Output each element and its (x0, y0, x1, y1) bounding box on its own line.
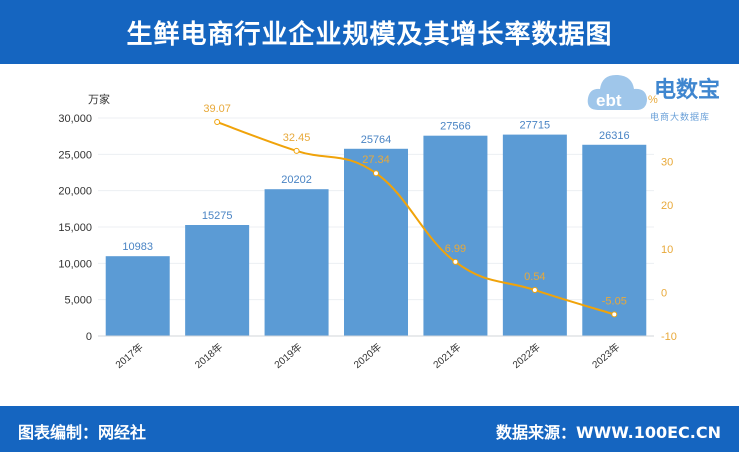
logo-mark: ebt (596, 91, 622, 110)
y-left-tick-label: 30,000 (58, 113, 92, 125)
x-tick-label: 2017年 (113, 340, 146, 371)
y-right-tick-label: 30 (661, 157, 673, 169)
bar (502, 134, 567, 336)
y-left-tick-label: 25,000 (58, 149, 92, 161)
bar-value-label: 26316 (599, 130, 630, 142)
bar-value-label: 20202 (281, 174, 312, 186)
growth-rate-point (531, 287, 538, 294)
logo: ebt 电数宝 电商大数据库 (584, 66, 734, 126)
bar (344, 148, 408, 336)
x-tick-label: 2020年 (351, 340, 384, 371)
growth-rate-label: 27.34 (362, 154, 390, 166)
y-left-tick-label: 10,000 (58, 258, 92, 270)
y-right-tick-label: 20 (661, 200, 673, 212)
x-tick-label: 2021年 (430, 340, 463, 371)
growth-rate-point (452, 258, 459, 265)
combo-chart: 0 5,000 10,000 15,000 20,000 25,000 30,000 万家 -1… (58, 92, 677, 371)
y-left-tick-label: 20,000 (58, 186, 92, 198)
header-bar: 生鲜电商行业企业规模及其增长率数据图 (0, 0, 739, 64)
logo-subtitle: 电商大数据库 (650, 113, 711, 123)
y-right-tick-label: 0 (661, 287, 667, 299)
chart-title: 生鲜电商行业企业规模及其增长率数据图 (126, 19, 613, 50)
bar-value-label: 25764 (361, 134, 392, 146)
x-tick-label: 2023年 (589, 340, 622, 371)
growth-rate-label: -5.05 (602, 295, 627, 307)
bar (582, 144, 647, 336)
bar (423, 135, 488, 336)
growth-rate-label: 39.07 (203, 103, 231, 115)
growth-rate-label: 6.99 (445, 243, 466, 255)
y-right-tick-label: 10 (661, 244, 673, 256)
cloud-logo-icon: ebt (587, 74, 647, 110)
growth-rate-label: 32.45 (283, 132, 311, 144)
bar-value-label: 10983 (122, 241, 153, 253)
logo-brand: 电数宝 (654, 78, 721, 103)
footer-source: 数据来源：WWW.100EC.CN (495, 423, 721, 442)
growth-rate-line (216, 121, 615, 316)
y-right-axis-label: % (648, 94, 658, 106)
y-left-axis-label: 万家 (88, 92, 110, 106)
bar (264, 189, 329, 336)
growth-rate-point (373, 170, 379, 177)
bar (185, 225, 250, 336)
x-tick-label: 2019年 (271, 340, 304, 371)
y-left-tick-label: 5,000 (64, 295, 92, 307)
growth-rate-point (293, 147, 300, 154)
growth-rate-point (214, 119, 221, 126)
growth-rate-label: 0.54 (524, 271, 545, 283)
bar-value-label: 27715 (520, 120, 551, 132)
y-right-tick-label: -10 (661, 331, 677, 343)
bar-value-label: 27566 (440, 121, 471, 133)
growth-rate-point (611, 311, 618, 318)
x-tick-label: 2018年 (192, 340, 225, 371)
x-tick-label: 2022年 (510, 340, 543, 371)
footer-credit: 图表编制：网经社 (18, 423, 147, 442)
y-left-tick-label: 15,000 (58, 222, 92, 234)
bar-value-label: 15275 (202, 210, 233, 222)
y-left-tick-label: 0 (86, 331, 92, 343)
bar (105, 256, 170, 336)
footer-bar: 图表编制：网经社 数据来源：WWW.100EC.CN (0, 406, 739, 452)
